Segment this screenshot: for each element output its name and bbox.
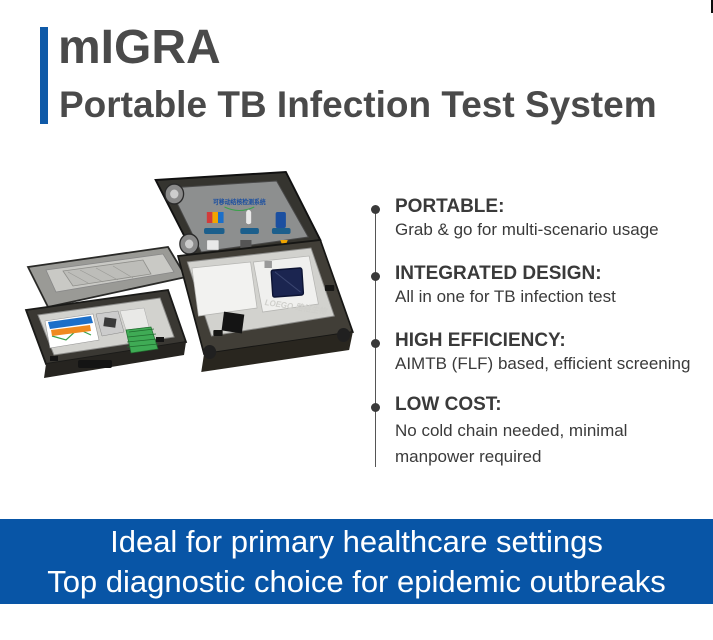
- svg-text:可移动结核检测系统: 可移动结核检测系统: [213, 198, 266, 206]
